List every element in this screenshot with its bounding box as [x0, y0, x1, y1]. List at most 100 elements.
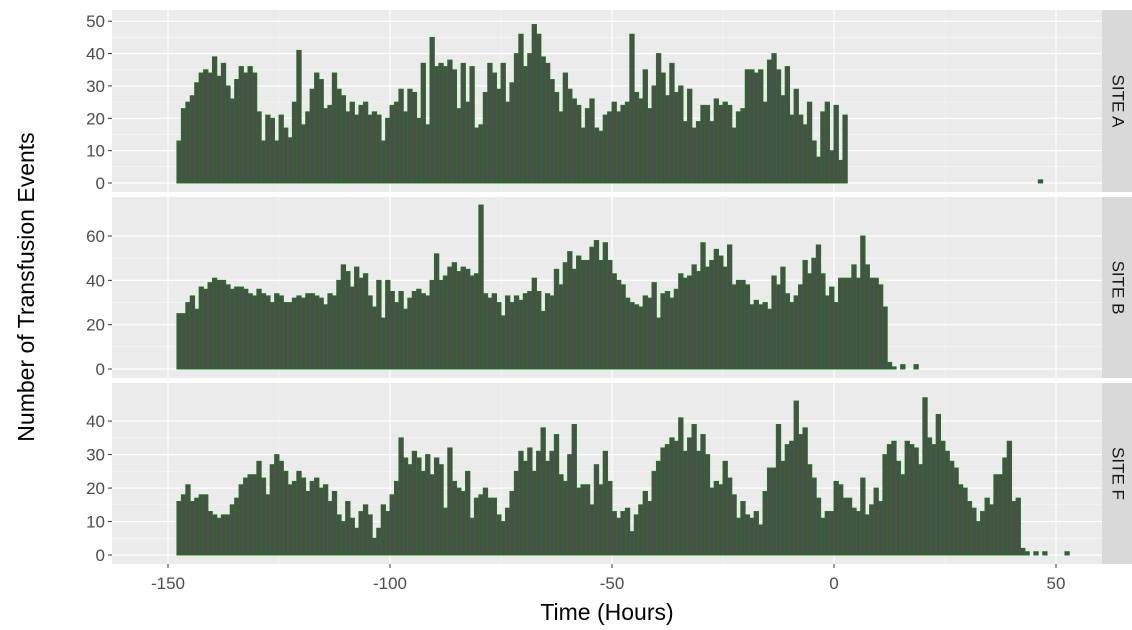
histogram-bar [584, 259, 591, 370]
histogram-bar [447, 59, 453, 184]
histogram-bar [438, 464, 444, 556]
histogram-bar [682, 277, 688, 370]
histogram-bar [753, 299, 759, 370]
histogram-bar [260, 293, 267, 370]
histogram-bar [527, 53, 533, 184]
histogram-bar [673, 288, 680, 370]
histogram-bar [225, 514, 231, 556]
histogram-bar [624, 297, 631, 370]
histogram-bar [798, 434, 804, 556]
y-tick-label: 10 [86, 142, 105, 161]
histogram-bar [726, 104, 733, 184]
histogram-bar [549, 450, 555, 556]
histogram-bar [536, 450, 542, 556]
histogram-bar [851, 264, 857, 370]
histogram-bar [340, 521, 347, 556]
histogram-bar [802, 124, 808, 184]
histogram-bar [744, 514, 751, 556]
histogram-bar [473, 127, 480, 184]
histogram-bar [345, 500, 351, 556]
histogram-bar [1015, 497, 1021, 556]
histogram-bar [251, 474, 258, 556]
histogram-bar [482, 487, 489, 556]
histogram-bar [598, 484, 604, 556]
histogram-bar [362, 273, 369, 370]
histogram-bar [784, 66, 791, 184]
histogram-bar [211, 277, 218, 370]
histogram-bar [518, 299, 524, 370]
histogram-bar [531, 470, 537, 556]
histogram-bar [269, 302, 276, 370]
histogram-bar [309, 88, 315, 184]
histogram-bar [718, 104, 724, 184]
histogram-bar [909, 444, 915, 556]
histogram-bar [549, 295, 555, 370]
histogram-bar [580, 259, 586, 370]
y-tick-label: 40 [86, 271, 105, 290]
y-tick-label: 60 [86, 227, 105, 246]
histogram-bar [385, 279, 391, 370]
histogram-bar [274, 454, 280, 556]
histogram-bar [576, 487, 582, 556]
histogram-bar [296, 49, 302, 184]
histogram-bar [615, 517, 622, 556]
histogram-bar [873, 277, 879, 370]
histogram-bar [354, 114, 360, 184]
histogram-bar [438, 62, 444, 184]
histogram-bar [984, 497, 990, 556]
histogram-bar [389, 104, 395, 184]
histogram-bar [869, 277, 875, 370]
histogram-bar [607, 480, 613, 556]
histogram-bar [393, 101, 400, 184]
histogram-bar [749, 69, 755, 184]
histogram-bar [265, 295, 271, 370]
histogram-bar [567, 88, 573, 184]
histogram-bar [842, 497, 848, 556]
histogram-bar [584, 108, 591, 184]
histogram-bar [336, 279, 342, 370]
histogram-bar [744, 284, 751, 370]
panel-site-b: 0 20 40 60 SITE B [86, 197, 1132, 379]
histogram-bar [531, 277, 537, 370]
histogram-bar [358, 511, 364, 556]
histogram-bar [265, 114, 271, 184]
histogram-bar [740, 108, 746, 184]
histogram-bar [726, 477, 733, 556]
histogram-bar [882, 454, 888, 556]
histogram-bar [429, 279, 435, 370]
histogram-bar [811, 140, 817, 184]
histogram-bar [198, 72, 204, 184]
histogram-bar [620, 511, 626, 556]
histogram-bar [398, 88, 404, 184]
histogram-bar [1037, 179, 1044, 184]
histogram-bar [376, 279, 382, 370]
histogram-bar [429, 36, 435, 184]
histogram-bar [602, 450, 609, 556]
histogram-bar [820, 111, 826, 184]
histogram-bar [189, 95, 196, 184]
histogram-bar [243, 477, 249, 556]
histogram-bar [491, 293, 498, 370]
histogram-bar [296, 295, 302, 370]
histogram-bar [669, 62, 675, 184]
histogram-bar [487, 62, 493, 184]
histogram-bar [509, 490, 515, 556]
histogram-bar [722, 460, 728, 556]
histogram-bar [642, 69, 648, 184]
histogram-bar [771, 467, 777, 556]
histogram-bar [522, 66, 529, 184]
histogram-bar [371, 306, 378, 370]
histogram-bar [966, 500, 973, 556]
histogram-bar [327, 293, 333, 370]
histogram-bar [358, 277, 364, 370]
histogram-bar [607, 259, 613, 370]
histogram-bar [837, 159, 844, 184]
histogram-bar [251, 295, 258, 370]
histogram-bar [189, 500, 196, 556]
histogram-bar [300, 477, 307, 556]
histogram-bar [340, 264, 347, 370]
histogram-bar [229, 98, 236, 184]
histogram-bar [322, 108, 329, 184]
histogram-bar [877, 284, 884, 370]
histogram-bar [216, 517, 222, 556]
